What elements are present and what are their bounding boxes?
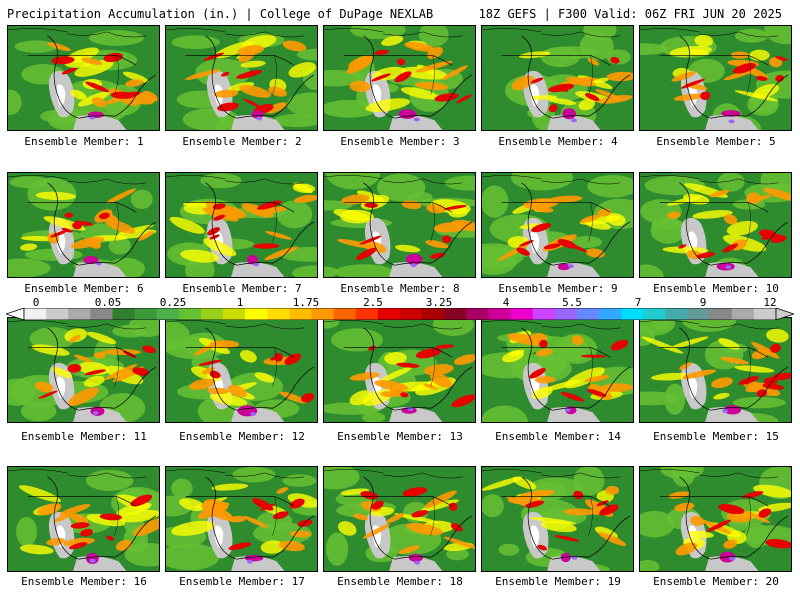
ensemble-member-label: Ensemble Member: 6 — [24, 282, 144, 295]
ensemble-member-label: Ensemble Member: 12 — [179, 430, 305, 443]
ensemble-map-10 — [639, 172, 792, 278]
header: Precipitation Accumulation (in.) | Colle… — [0, 0, 800, 26]
ensemble-member-label: Ensemble Member: 8 — [340, 282, 460, 295]
ensemble-map-7 — [165, 172, 318, 278]
ensemble-map-3 — [323, 25, 476, 131]
colorbar-tick-label: 12 — [763, 296, 777, 309]
ensemble-map-1 — [7, 25, 160, 131]
colorbar-tick-label: 0.25 — [159, 296, 187, 309]
ensemble-map-5 — [639, 25, 792, 131]
ensemble-member-label: Ensemble Member: 14 — [495, 430, 621, 443]
ensemble-map-17 — [165, 466, 318, 572]
colorbar-tick-label: 1 — [236, 296, 244, 309]
ensemble-map-15 — [639, 317, 792, 423]
ensemble-map-8 — [323, 172, 476, 278]
ensemble-member-label: Ensemble Member: 19 — [495, 575, 621, 588]
colorbar-tick-label: 0.05 — [94, 296, 122, 309]
ensemble-member-label: Ensemble Member: 15 — [653, 430, 779, 443]
ensemble-map-16 — [7, 466, 160, 572]
ensemble-map-4 — [481, 25, 634, 131]
ensemble-map-12 — [165, 317, 318, 423]
ensemble-map-18 — [323, 466, 476, 572]
colorbar-tick-label: 9 — [699, 296, 707, 309]
colorbar-tick-label: 2.5 — [363, 296, 383, 309]
ensemble-member-label: Ensemble Member: 3 — [340, 135, 460, 148]
ensemble-map-2 — [165, 25, 318, 131]
ensemble-member-label: Ensemble Member: 2 — [182, 135, 302, 148]
ensemble-member-label: Ensemble Member: 16 — [21, 575, 147, 588]
ensemble-member-label: Ensemble Member: 7 — [182, 282, 302, 295]
map-title: Precipitation Accumulation (in.) | Colle… — [7, 7, 434, 21]
ensemble-member-label: Ensemble Member: 10 — [653, 282, 779, 295]
ensemble-map-20 — [639, 466, 792, 572]
colorbar-tick-label: 4 — [502, 296, 510, 309]
ensemble-member-label: Ensemble Member: 18 — [337, 575, 463, 588]
ensemble-map-6 — [7, 172, 160, 278]
colorbar-tick-label: 1.75 — [292, 296, 320, 309]
ensemble-map-13 — [323, 317, 476, 423]
ensemble-member-label: Ensemble Member: 4 — [498, 135, 618, 148]
ensemble-member-label: Ensemble Member: 9 — [498, 282, 618, 295]
colorbar-scale — [6, 308, 794, 320]
ensemble-member-label: Ensemble Member: 11 — [21, 430, 147, 443]
ensemble-member-label: Ensemble Member: 13 — [337, 430, 463, 443]
ensemble-member-label: Ensemble Member: 20 — [653, 575, 779, 588]
ensemble-map-14 — [481, 317, 634, 423]
ensemble-member-label: Ensemble Member: 1 — [24, 135, 144, 148]
model-valid-time: 18Z GEFS | F300 Valid: 06Z FRI JUN 20 20… — [478, 7, 782, 21]
ensemble-map-11 — [7, 317, 160, 423]
ensemble-member-label: Ensemble Member: 17 — [179, 575, 305, 588]
ensemble-member-label: Ensemble Member: 5 — [656, 135, 776, 148]
ensemble-map-9 — [481, 172, 634, 278]
colorbar-tick-label: 0 — [32, 296, 40, 309]
precip-colorbar: 0 0.05 0.25 1 1.75 2.5 3.25 4 5.5 7 9 12 — [6, 296, 794, 320]
colorbar-tick-label: 5.5 — [562, 296, 582, 309]
colorbar-tick-label: 3.25 — [425, 296, 453, 309]
ensemble-map-19 — [481, 466, 634, 572]
colorbar-tick-label: 7 — [634, 296, 642, 309]
